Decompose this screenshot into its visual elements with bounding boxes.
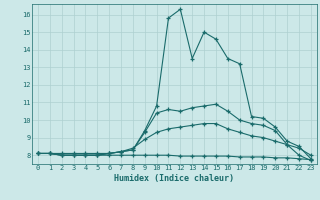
X-axis label: Humidex (Indice chaleur): Humidex (Indice chaleur) [115,174,234,183]
